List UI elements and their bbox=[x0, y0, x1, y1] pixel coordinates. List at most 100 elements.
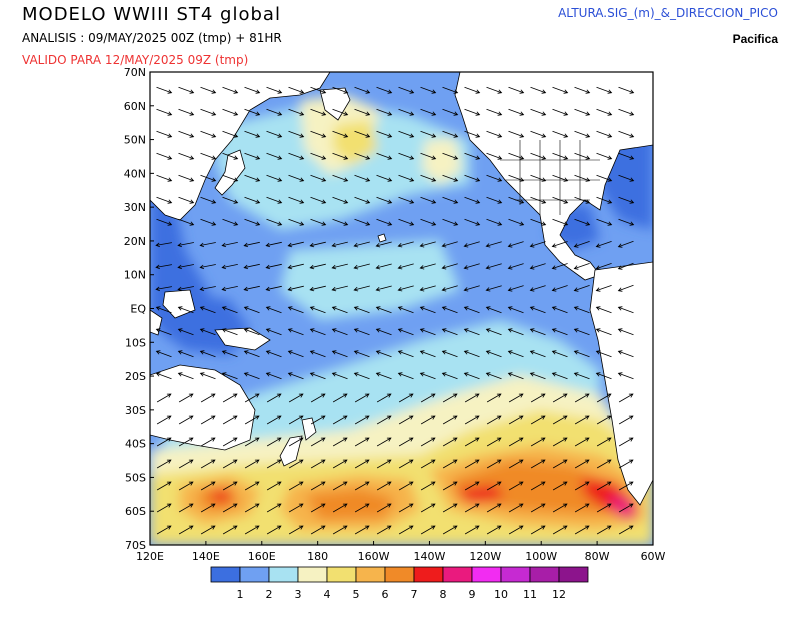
direction-arrow bbox=[376, 174, 393, 182]
direction-arrow bbox=[574, 437, 590, 447]
direction-arrow bbox=[375, 241, 392, 248]
direction-arrow bbox=[397, 350, 414, 358]
direction-arrow bbox=[178, 393, 194, 403]
direction-arrow bbox=[200, 152, 217, 160]
direction-arrow bbox=[596, 86, 613, 94]
direction-arrow bbox=[354, 86, 371, 94]
direction-arrow bbox=[508, 108, 525, 116]
direction-arrow bbox=[486, 218, 503, 226]
direction-arrow bbox=[529, 263, 546, 270]
color-legend: 1 2 3 4 5 6 7 8 9 10 11 12 bbox=[210, 566, 589, 601]
direction-arrow bbox=[552, 152, 569, 160]
legend-swatch bbox=[442, 566, 473, 583]
direction-arrow bbox=[618, 130, 635, 138]
direction-arrow bbox=[574, 393, 590, 403]
direction-arrow bbox=[331, 241, 348, 248]
direction-arrow bbox=[178, 196, 195, 204]
direction-arrow bbox=[332, 415, 348, 425]
direction-arrow bbox=[222, 196, 239, 204]
lon-label: 80W bbox=[585, 550, 610, 563]
direction-arrow bbox=[552, 459, 568, 469]
direction-arrow bbox=[442, 503, 458, 513]
direction-arrow bbox=[573, 241, 590, 248]
direction-arrow bbox=[222, 108, 239, 116]
direction-arrow bbox=[507, 285, 524, 292]
direction-arrow bbox=[530, 108, 547, 116]
direction-arrow bbox=[507, 350, 524, 358]
lat-label: 60S bbox=[125, 505, 146, 518]
direction-arrow bbox=[155, 306, 172, 314]
direction-arrow bbox=[310, 437, 326, 447]
direction-arrow bbox=[222, 459, 238, 469]
wave-direction-arrows bbox=[155, 86, 635, 535]
lon-label: 160W bbox=[358, 550, 390, 563]
direction-arrow bbox=[331, 263, 348, 270]
direction-arrow bbox=[287, 372, 304, 380]
legend-label: 1 bbox=[237, 588, 244, 601]
direction-arrow bbox=[375, 306, 392, 314]
direction-arrow bbox=[265, 263, 282, 270]
direction-arrow bbox=[529, 350, 546, 358]
direction-arrow bbox=[398, 393, 414, 403]
direction-arrow bbox=[398, 196, 415, 204]
direction-arrow bbox=[156, 525, 172, 535]
direction-arrow bbox=[530, 196, 547, 204]
legend-swatch bbox=[268, 566, 299, 583]
direction-arrow bbox=[573, 263, 590, 270]
direction-arrow bbox=[288, 481, 304, 491]
direction-arrow bbox=[463, 241, 480, 248]
direction-arrow bbox=[266, 218, 283, 226]
direction-arrow bbox=[309, 328, 326, 336]
direction-arrow bbox=[376, 152, 393, 160]
direction-arrow bbox=[552, 525, 568, 535]
direction-arrow bbox=[287, 306, 304, 314]
direction-arrow bbox=[552, 481, 568, 491]
direction-arrow bbox=[551, 328, 568, 336]
direction-arrow bbox=[354, 503, 370, 513]
direction-arrow bbox=[464, 415, 480, 425]
legend-swatch bbox=[297, 566, 328, 583]
direction-arrow bbox=[375, 285, 392, 292]
direction-arrow bbox=[156, 481, 172, 491]
direction-arrow bbox=[442, 108, 459, 116]
lon-label: 120W bbox=[469, 550, 501, 563]
lat-label: 50N bbox=[124, 134, 146, 147]
direction-arrow bbox=[464, 174, 481, 182]
direction-arrow bbox=[618, 218, 635, 226]
direction-arrow bbox=[177, 306, 194, 314]
direction-arrow bbox=[200, 503, 216, 513]
direction-arrow bbox=[178, 174, 195, 182]
direction-arrow bbox=[155, 286, 172, 292]
direction-arrow bbox=[266, 152, 283, 160]
direction-arrow bbox=[486, 459, 502, 469]
direction-arrow bbox=[596, 152, 613, 160]
legend-swatch bbox=[529, 566, 560, 583]
direction-arrow bbox=[200, 108, 217, 116]
direction-arrow bbox=[288, 459, 304, 469]
direction-arrow bbox=[552, 415, 568, 425]
lat-label: 70N bbox=[124, 66, 146, 79]
direction-arrow bbox=[441, 263, 458, 270]
lat-label: 50S bbox=[125, 471, 146, 484]
lat-label: 40N bbox=[124, 167, 146, 180]
direction-arrow bbox=[464, 218, 481, 226]
direction-arrow bbox=[178, 108, 195, 116]
land-japan bbox=[214, 149, 246, 196]
direction-arrow bbox=[507, 328, 524, 336]
direction-arrow bbox=[309, 372, 326, 380]
direction-arrow bbox=[332, 481, 348, 491]
direction-arrow bbox=[288, 130, 305, 138]
direction-arrow bbox=[595, 241, 612, 248]
direction-arrow bbox=[244, 437, 260, 447]
direction-arrow bbox=[529, 306, 546, 314]
direction-arrow bbox=[442, 393, 458, 403]
direction-arrow bbox=[552, 130, 569, 138]
direction-arrow bbox=[354, 393, 370, 403]
state-borders bbox=[500, 140, 600, 215]
direction-arrow bbox=[310, 459, 326, 469]
direction-arrow bbox=[596, 196, 613, 204]
direction-arrow bbox=[266, 415, 282, 425]
direction-arrow bbox=[530, 130, 547, 138]
direction-arrow bbox=[310, 503, 326, 513]
direction-arrow bbox=[288, 503, 304, 513]
